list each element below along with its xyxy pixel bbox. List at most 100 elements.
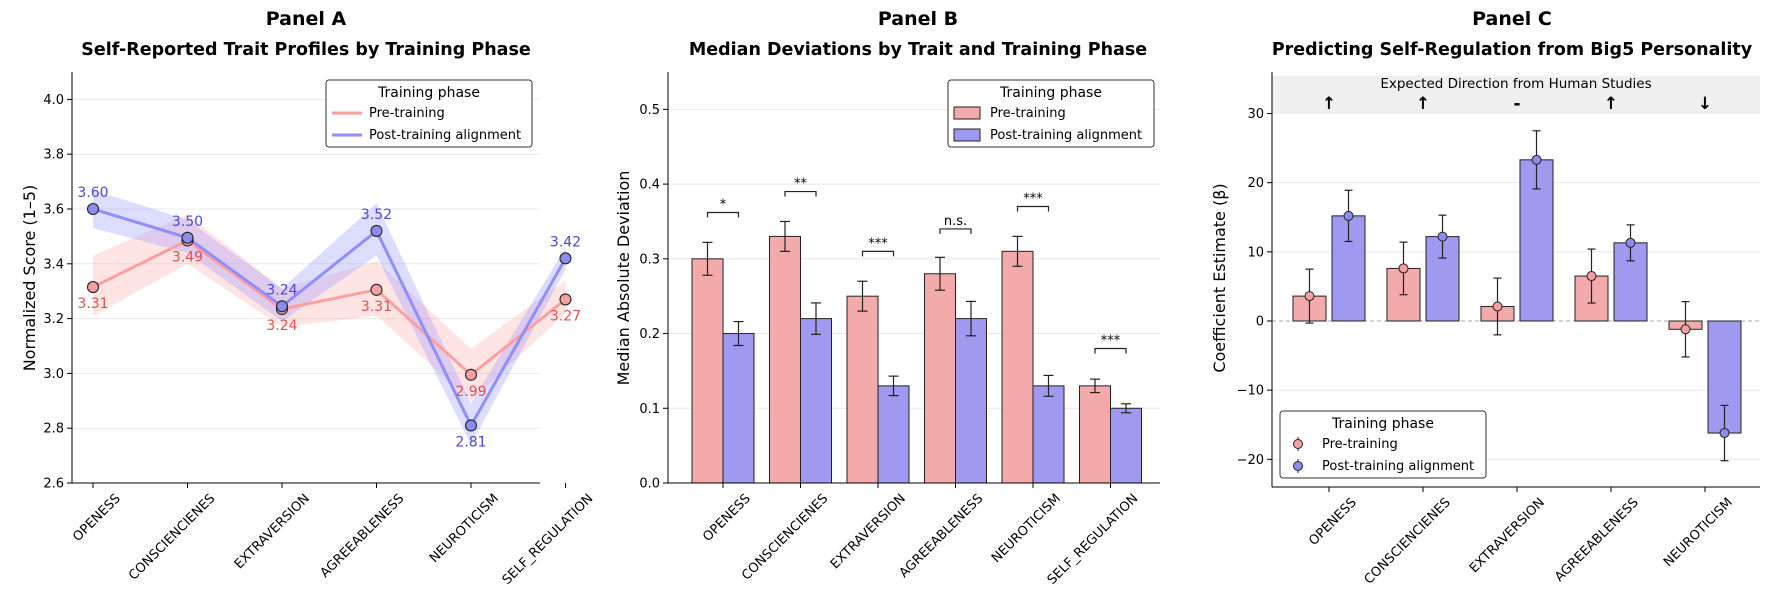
significance-bracket <box>706 211 740 218</box>
value-label-pre-training: 3.49 <box>172 250 203 266</box>
panel-c-label: Panel C <box>1472 8 1552 30</box>
significance-bracket <box>1016 205 1050 212</box>
panel-b-y-axis-label: Median Absolute Deviation <box>614 171 633 386</box>
expected-direction-arrow: ↑ <box>1604 94 1618 114</box>
expected-direction-arrow: ↑ <box>1322 94 1336 114</box>
point-post-training-alignment <box>1531 154 1542 165</box>
x-tick-label-agreeableness: AGREEABLENESS <box>1552 495 1642 585</box>
expected-direction-arrow: ↓ <box>1698 94 1712 114</box>
bar-pre-training-consciencienes <box>769 235 801 484</box>
value-label-post-training-alignment: 2.81 <box>455 434 486 450</box>
bar-pre-training-neuroticism <box>1001 250 1034 484</box>
panel-a-confidence-bands <box>93 189 566 445</box>
significance-label: n.s. <box>944 214 967 229</box>
bar-pre-training-agreeableness <box>924 273 956 484</box>
panel-c-legend: Training phase Pre-training Post-trainin… <box>1279 410 1487 479</box>
value-label-pre-training: 3.31 <box>361 299 392 315</box>
panel-a-label: Panel A <box>266 8 347 30</box>
y-tick-label: 20 <box>1247 176 1264 191</box>
x-tick-label-openess: OPENESS <box>1306 495 1360 549</box>
x-tick-label-openess: OPENESS <box>70 491 124 545</box>
panel-c: Panel C Predicting Self-Regulation from … <box>1210 8 1760 587</box>
significance-bracket <box>1094 347 1127 354</box>
y-tick-label: 3.0 <box>43 367 64 382</box>
panel-b: Panel B Median Deviations by Trait and T… <box>614 8 1160 588</box>
legend-title: Training phase <box>1331 416 1434 432</box>
x-tick-label-neuroticism: NEUROTICISM <box>427 491 502 566</box>
point-post-training-alignment <box>1625 237 1636 248</box>
point-post-training-alignment <box>86 202 100 216</box>
panel-b-x-ticks: OPENESSCONSCIENCIENESEXTRAVERSIONAGREEAB… <box>700 483 1141 588</box>
panel-b-label: Panel B <box>878 8 958 30</box>
y-tick-label: −10 <box>1237 384 1264 399</box>
y-tick-label: 3.6 <box>43 203 64 218</box>
panel-a-value-labels: 3.31 3.49 3.24 3.31 2.99 3.27 3.60 3.50 3.24 3.52… <box>77 185 581 450</box>
x-tick-label-extraversion: EXTRAVERSION <box>828 491 909 572</box>
significance-label: *** <box>1101 333 1121 348</box>
x-tick-label-extraversion: EXTRAVERSION <box>232 491 313 572</box>
legend-post-training-marker <box>1293 459 1303 473</box>
value-label-post-training-alignment: 3.42 <box>550 234 581 250</box>
significance-label: *** <box>1023 192 1043 207</box>
y-tick-label: 4.0 <box>43 93 64 108</box>
legend-pre-training-swatch <box>953 106 981 120</box>
legend-frame <box>325 79 533 148</box>
y-tick-label: 3.8 <box>43 148 64 163</box>
panel-a-lines <box>92 207 567 429</box>
point-post-training-alignment <box>1437 231 1448 242</box>
point-post-training-alignment <box>370 224 383 237</box>
significance-label: *** <box>868 236 888 251</box>
panel-c-title: Predicting Self-Regulation from Big5 Per… <box>1272 40 1753 60</box>
legend-post-training-label: Post-training alignment <box>1322 459 1474 474</box>
value-label-pre-training: 3.27 <box>550 308 581 324</box>
y-tick-label: 3.2 <box>43 312 64 327</box>
x-tick-label-openess: OPENESS <box>700 491 754 545</box>
x-tick-label-neuroticism: NEUROTICISM <box>1661 495 1736 570</box>
point-pre-training <box>86 281 100 294</box>
point-pre-training <box>1304 291 1315 302</box>
bar-pre-training-extraversion <box>846 295 879 484</box>
panel-a-x-ticks: OPENESS CONSCIENCIENES EXTRAVERSION AGREEAB… <box>70 483 596 588</box>
y-tick-label: 0.2 <box>639 327 660 342</box>
value-label-pre-training: 3.31 <box>77 296 108 312</box>
panel-c-points <box>1304 154 1730 439</box>
y-tick-label: 3.4 <box>43 257 64 272</box>
legend-post-training-label: Post-training alignment <box>369 128 521 143</box>
significance-label: * <box>720 197 727 212</box>
value-label-post-training-alignment: 3.24 <box>266 282 297 298</box>
x-tick-label-agreeableness: AGREEABLENESS <box>897 491 987 581</box>
expected-direction-band <box>1272 76 1760 114</box>
bar-post-training-alignment-consciencienes <box>800 318 832 484</box>
bar-pre-training-self-regulation <box>1079 385 1111 484</box>
value-label-post-training-alignment: 3.50 <box>172 214 203 230</box>
x-tick-label-extraversion: EXTRAVERSION <box>1467 495 1548 576</box>
x-tick-label-consciencienes: CONSCIENCIENES <box>126 491 218 583</box>
point-pre-training <box>559 293 572 306</box>
bar-post-training-alignment-agreeableness <box>955 318 987 484</box>
legend-title: Training phase <box>999 85 1102 101</box>
significance-bracket <box>939 228 972 234</box>
value-label-pre-training: 2.99 <box>455 384 486 400</box>
panel-a-y-axis-label: Normalized Score (1–5) <box>20 185 39 372</box>
panel-a-points <box>86 202 572 432</box>
panel-c-expected-direction: Expected Direction from Human Studies ↑ ↑… <box>1272 76 1760 114</box>
legend-post-training-label: Post-training alignment <box>990 128 1142 143</box>
value-label-post-training-alignment: 3.52 <box>361 207 392 223</box>
x-tick-label-consciencienes: CONSCIENCIENES <box>739 491 831 583</box>
panel-b-y-ticks: 0.0 0.1 0.2 0.3 0.4 0.5 <box>639 103 668 492</box>
expected-direction-arrow: - <box>1513 94 1520 114</box>
point-post-training-alignment <box>464 419 478 432</box>
panel-a-title: Self-Reported Trait Profiles by Training… <box>81 40 531 60</box>
bar-post-training-alignment-self-regulation <box>1110 407 1142 484</box>
bar-post-training-alignment-extraversion <box>877 385 910 484</box>
significance-bracket <box>861 250 895 257</box>
point-post-training-alignment <box>181 231 194 244</box>
point-pre-training <box>1586 271 1597 282</box>
value-label-post-training-alignment: 3.60 <box>77 185 108 201</box>
legend-pre-training-marker <box>1293 437 1303 451</box>
panel-b-legend: Training phase Pre-training Post-trainin… <box>947 79 1155 148</box>
line-post-training-alignment <box>92 207 567 429</box>
point-post-training-alignment <box>559 252 572 265</box>
point-post-training-alignment <box>275 300 289 313</box>
legend-title: Training phase <box>377 85 480 101</box>
